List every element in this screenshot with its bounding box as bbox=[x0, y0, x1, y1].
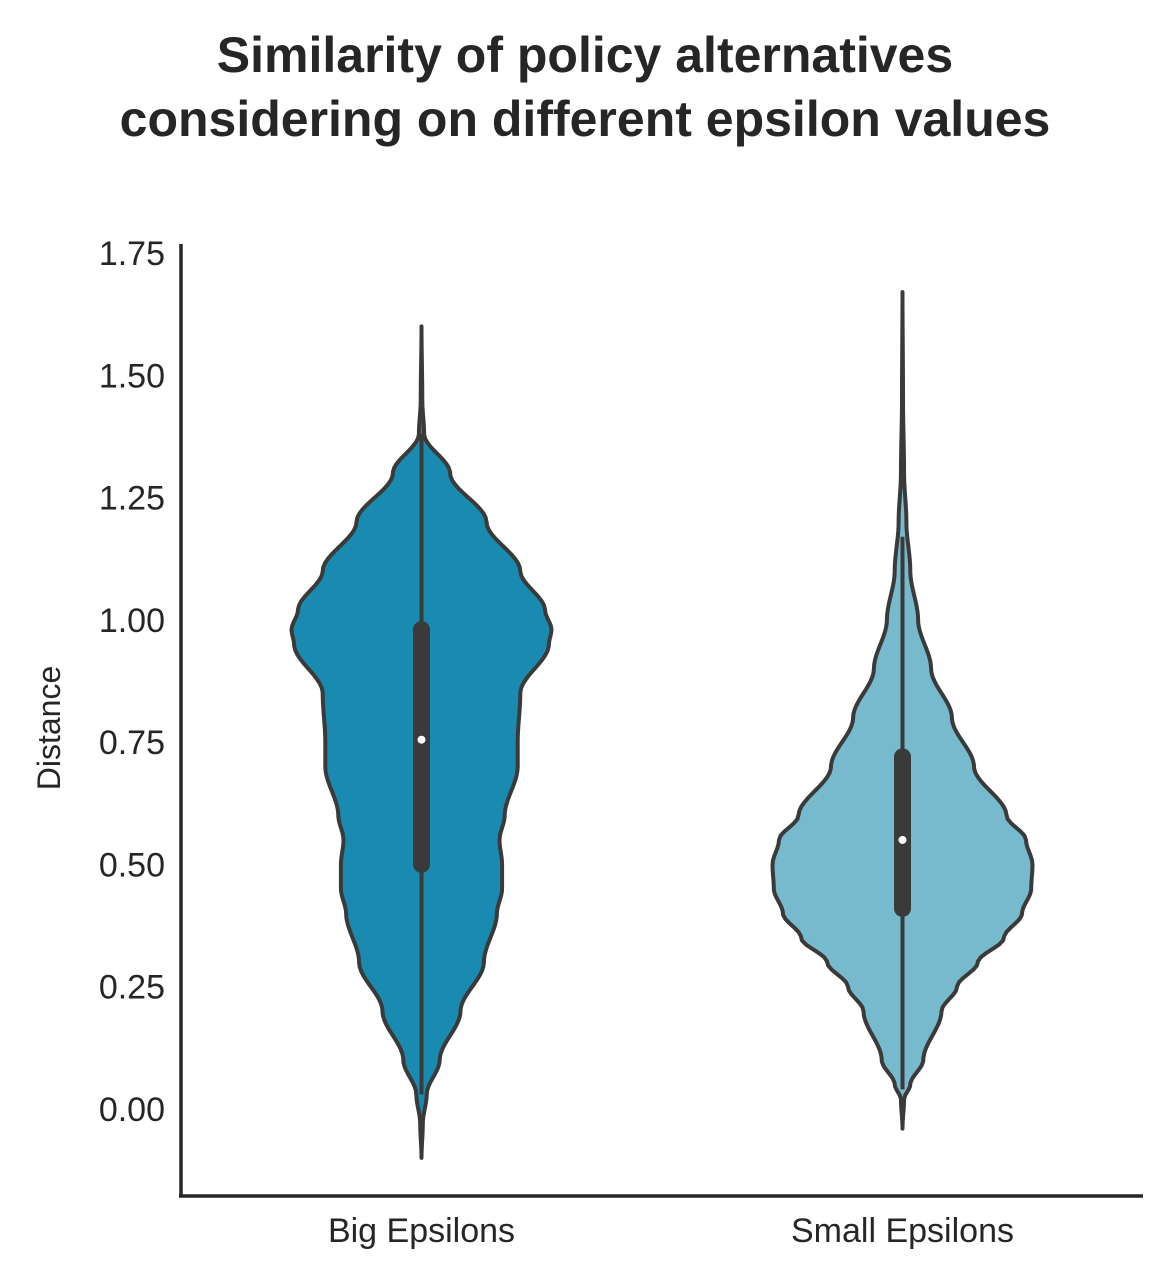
y-tick-label: 0.00 bbox=[99, 1091, 165, 1129]
y-axis-ticks: 0.00 0.25 0.50 0.75 1.00 1.25 1.50 1.75 bbox=[99, 235, 165, 1129]
y-tick-label: 1.00 bbox=[99, 602, 165, 640]
violin-median-point bbox=[898, 835, 907, 844]
x-tick-label: Big Epsilons bbox=[328, 1212, 515, 1250]
chart-title-line-2: considering on different epsilon values bbox=[120, 91, 1051, 147]
y-tick-label: 1.50 bbox=[99, 357, 165, 395]
y-tick-label: 1.25 bbox=[99, 480, 165, 518]
y-tick-label: 0.75 bbox=[99, 724, 165, 762]
y-tick-label: 0.25 bbox=[99, 969, 165, 1007]
chart-title-line-1: Similarity of policy alternatives bbox=[217, 27, 953, 83]
violin-median-point bbox=[417, 735, 426, 744]
x-axis-ticks: Big Epsilons Small Epsilons bbox=[328, 1212, 1014, 1250]
violins-group bbox=[289, 290, 1035, 1160]
y-tick-label: 1.75 bbox=[99, 235, 165, 273]
x-tick-label: Small Epsilons bbox=[791, 1212, 1014, 1250]
y-tick-label: 0.50 bbox=[99, 846, 165, 884]
y-axis-label: Distance bbox=[31, 666, 67, 791]
